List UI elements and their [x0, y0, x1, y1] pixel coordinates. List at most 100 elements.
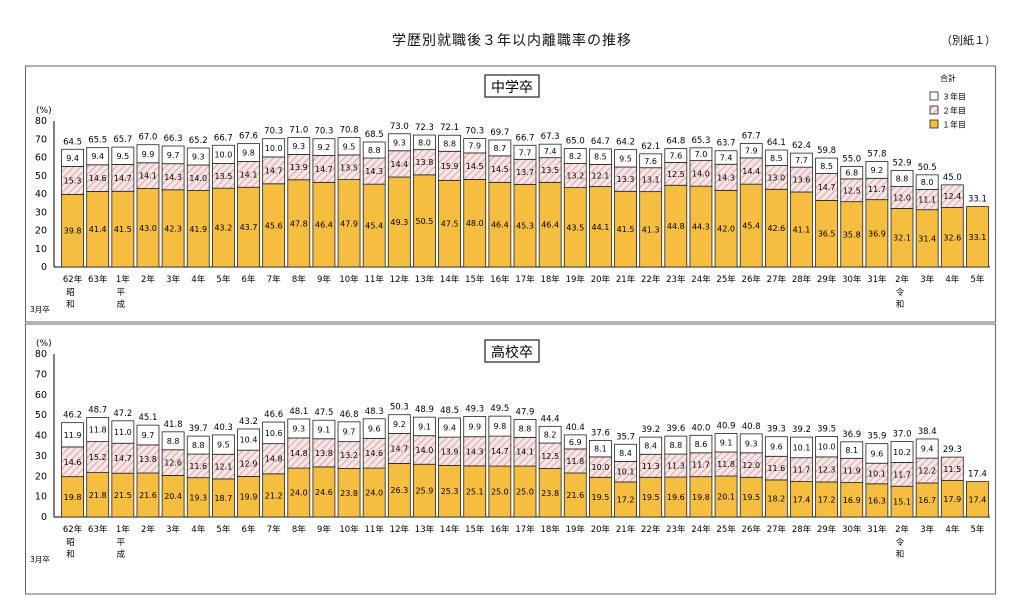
bar-year3: [739, 433, 763, 454]
value-label-year3: 6.9: [569, 438, 582, 447]
total-label: 64.2: [616, 138, 635, 148]
bar-year1: [966, 481, 989, 518]
value-label-year3: 7.0: [695, 150, 708, 159]
value-label-year2: 11.7: [868, 185, 886, 194]
legend-label: ２年目: [942, 106, 966, 116]
value-label-year3: 9.5: [343, 142, 356, 151]
bar-year3: [664, 148, 688, 163]
value-label-year2: 13.8: [139, 455, 157, 464]
value-label-year3: 8.6: [695, 440, 708, 449]
total-label: 17.4: [968, 470, 987, 480]
value-label-year3: 9.1: [720, 439, 733, 448]
value-label-year1: 33.1: [969, 233, 987, 242]
bar-year3: [362, 418, 386, 439]
bar-year3: [387, 133, 411, 152]
bar-year3: [589, 439, 612, 458]
bar-group: 32.6 12.4 45.0: [940, 173, 964, 268]
value-label-year2: 14.4: [742, 167, 760, 176]
total-label: 39.3: [767, 425, 786, 435]
value-label-year3: 9.3: [393, 138, 406, 147]
value-label-year3: 8.8: [669, 441, 682, 450]
total-label: 29.3: [943, 445, 962, 455]
value-label-year2: 14.1: [139, 172, 157, 181]
x-tick-label: 21年: [616, 274, 636, 285]
bar-year3: [262, 421, 286, 445]
x-tick-label: 6年: [242, 524, 256, 535]
value-label-year3: 9.5: [217, 441, 230, 450]
y-tick-label: 70: [35, 369, 47, 380]
value-label-year1: 45.3: [516, 222, 534, 231]
value-label-year1: 21.5: [114, 491, 132, 500]
x-tick-label: 29年: [817, 274, 837, 285]
value-label-year1: 18.7: [214, 494, 232, 503]
value-label-year2: 13.2: [340, 451, 358, 460]
value-label-year1: 42.3: [164, 224, 182, 233]
value-label-year3: 9.6: [871, 449, 884, 458]
total-label: 68.5: [365, 130, 384, 140]
total-label: 36.9: [842, 430, 861, 440]
value-label-year2: 11.8: [717, 460, 735, 469]
value-label-year1: 16.3: [868, 496, 886, 505]
x-tick-label: 1年: [116, 524, 130, 535]
value-label-year1: 21.6: [566, 491, 584, 500]
value-label-year2: 14.6: [64, 458, 82, 467]
value-label-year1: 19.5: [642, 493, 660, 502]
x-tick-label: 30年: [842, 274, 862, 285]
x-tick-label: 10年: [339, 524, 359, 535]
x-era-label: 成: [117, 299, 126, 310]
bar-year3: [915, 174, 939, 190]
bar-group: 43.7 14.1 9.8 67.6: [237, 132, 260, 268]
value-label-year2: 11.8: [566, 457, 584, 466]
value-label-year3: 9.5: [116, 152, 129, 161]
value-label-year1: 23.8: [340, 489, 358, 498]
value-label-year2: 12.0: [742, 461, 760, 470]
x-tick-label: 10年: [339, 274, 359, 285]
x-tick-label: 2年: [141, 524, 155, 535]
x-tick-label: 6年: [242, 274, 256, 285]
bar-year3: [815, 157, 839, 174]
value-label-year1: 36.9: [868, 229, 886, 238]
value-label-year1: 32.6: [943, 233, 961, 242]
value-label-year3: 8.8: [896, 174, 909, 183]
page-title: 学歴別就職後３年以内離職率の推移: [392, 33, 632, 49]
value-label-year1: 25.9: [416, 487, 434, 496]
value-label-year3: 10.0: [818, 443, 836, 452]
value-label-year3: 8.4: [644, 442, 657, 451]
total-label: 40.3: [214, 423, 233, 433]
value-label-year1: 47.5: [441, 220, 459, 229]
value-label-year2: 13.8: [315, 449, 333, 458]
value-label-year1: 24.0: [290, 489, 308, 498]
bar-group: 41.5 13.3 9.5 64.2: [614, 138, 637, 268]
x-tick-label: 5年: [216, 524, 230, 535]
x-tick-label: 30年: [842, 524, 862, 535]
total-label: 64.1: [767, 138, 786, 148]
value-label-year2: 12.3: [818, 465, 836, 474]
value-label-year1: 43.2: [214, 224, 232, 233]
bar-year3: [111, 146, 135, 165]
value-label-year2: 12.2: [918, 467, 936, 476]
total-label: 39.7: [189, 424, 208, 434]
total-label: 50.5: [918, 163, 937, 173]
value-label-year2: 12.1: [214, 463, 232, 472]
x-era-label: 平: [117, 288, 126, 298]
x-tick-label: 12年: [390, 524, 410, 535]
value-label-year3: 9.6: [368, 425, 381, 434]
bar-year3: [111, 420, 135, 444]
total-label: 72.1: [440, 123, 459, 133]
bar-group: 43.2 13.5 10.0 66.7: [211, 133, 235, 268]
value-label-year3: 8.5: [820, 162, 833, 171]
value-label-year3: 9.3: [292, 424, 305, 433]
bar-group: 21.6 13.8 9.7 45.1: [136, 413, 160, 518]
value-label-year3: 9.5: [619, 154, 632, 163]
value-label-year3: 9.9: [468, 423, 481, 432]
value-label-year2: 11.9: [843, 466, 861, 475]
value-label-year3: 9.2: [871, 166, 884, 175]
bar-year3: [563, 148, 587, 164]
x-tick-label: 23年: [666, 524, 686, 535]
value-label-year3: 9.4: [91, 152, 104, 161]
value-label-year1: 45.6: [265, 221, 283, 230]
bar-group: 19.5 10.0 8.1 37.6: [589, 428, 612, 518]
total-label: 37.6: [591, 428, 610, 438]
value-label-year2: 12.5: [541, 452, 559, 461]
bar-year2: [940, 184, 964, 208]
